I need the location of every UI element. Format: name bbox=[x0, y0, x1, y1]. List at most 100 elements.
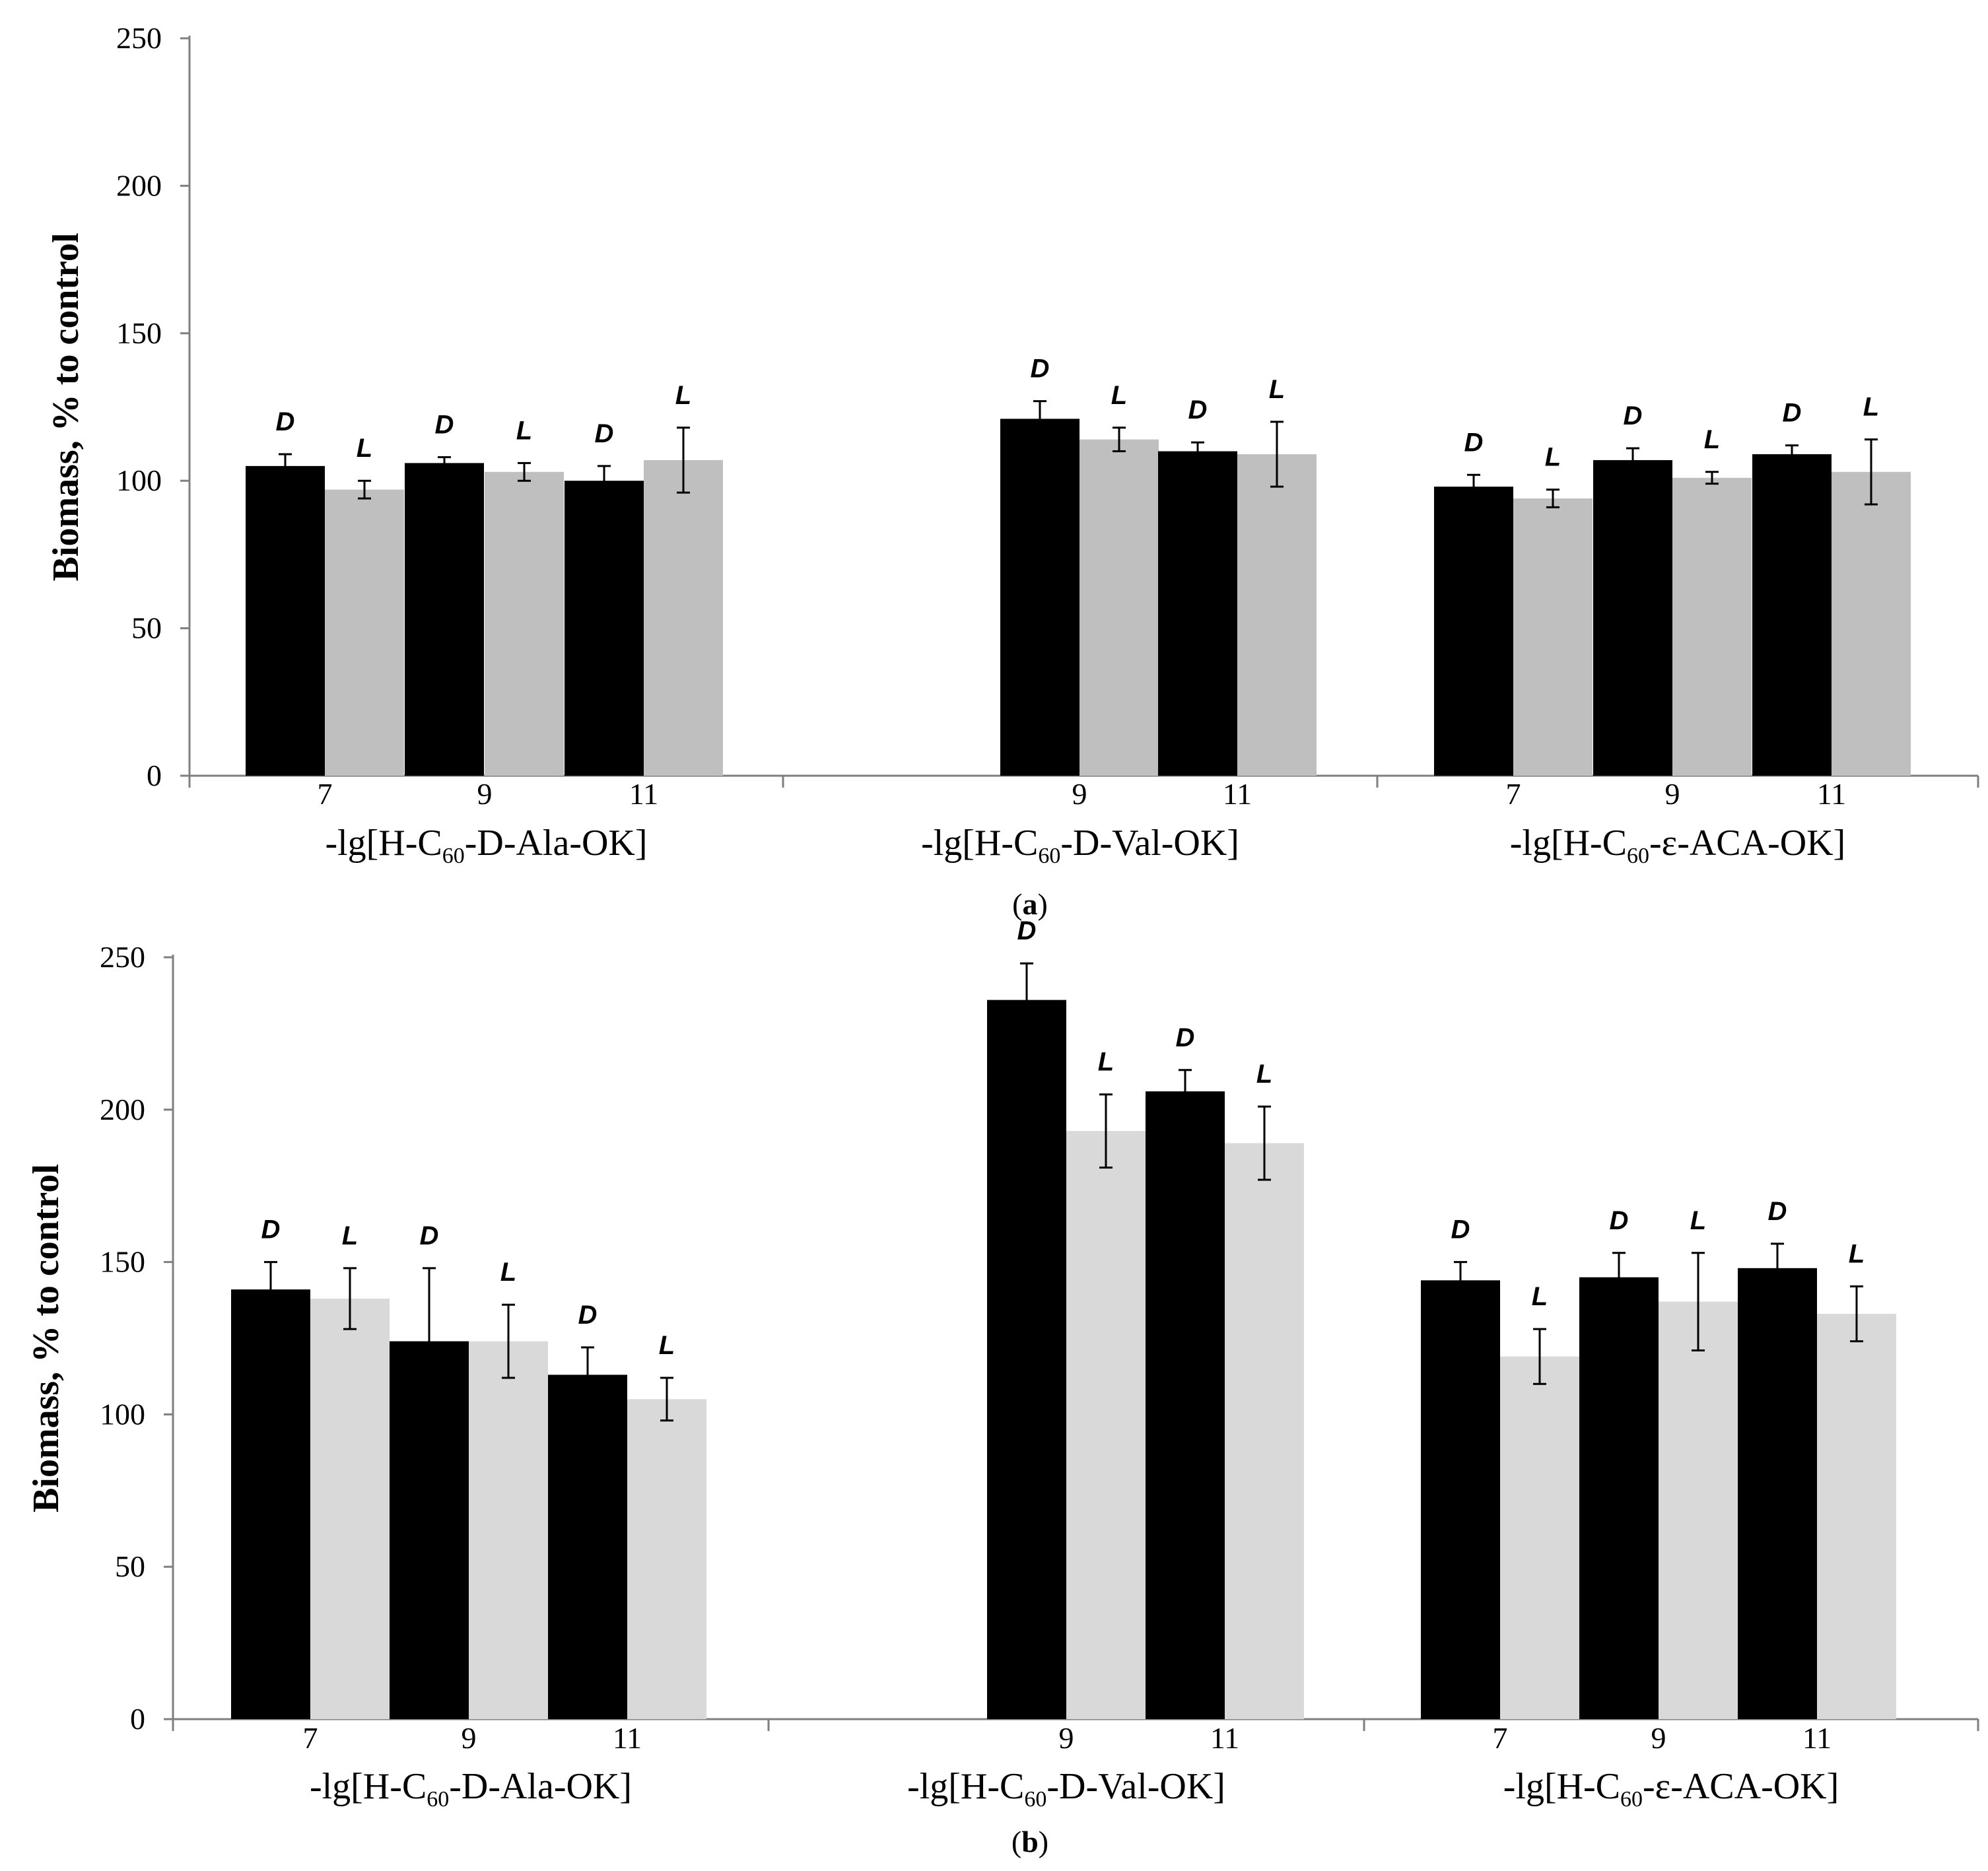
bar-L bbox=[1832, 471, 1911, 776]
bar-D bbox=[987, 1000, 1066, 1719]
y-tick-label: 250 bbox=[100, 940, 145, 974]
group-label-part: -lg[H-C bbox=[921, 823, 1038, 864]
bar-L bbox=[325, 489, 404, 776]
x-tick-label: 9 bbox=[462, 1721, 477, 1755]
x-tick-label: 9 bbox=[1072, 777, 1087, 811]
bar-L bbox=[1672, 477, 1752, 776]
bar-L bbox=[1500, 1356, 1579, 1719]
bar-letter-label: L bbox=[1098, 1048, 1114, 1077]
bar-letter-label: D bbox=[1451, 1215, 1470, 1244]
panel-b: 0 50 100 150 200 250 Biomass, % to control D 7 L D… bbox=[26, 916, 1979, 1858]
bar-D bbox=[1752, 454, 1832, 776]
bar-D bbox=[1158, 451, 1237, 776]
bar-letter-label: L bbox=[659, 1331, 675, 1360]
group-label-part: -D-Ala-OK] bbox=[465, 823, 648, 864]
bar-D bbox=[565, 481, 644, 776]
group-label-subscript: 60 bbox=[1038, 844, 1060, 868]
group-label-part: -lg[H-C bbox=[907, 1766, 1024, 1807]
bar-letter-label: L bbox=[1545, 443, 1561, 472]
x-tick-label: 11 bbox=[613, 1721, 642, 1755]
x-tick-label: 7 bbox=[318, 777, 333, 811]
bar-D bbox=[1421, 1280, 1500, 1719]
bar-L bbox=[1080, 439, 1159, 776]
bar-L bbox=[1225, 1143, 1304, 1719]
group-label: -lg[H-C60-D-Val-OK] bbox=[907, 1766, 1225, 1812]
bar-L bbox=[1066, 1131, 1146, 1719]
y-tick-label: 0 bbox=[147, 759, 162, 792]
group-label-part: -ε-ACA-OK] bbox=[1649, 823, 1845, 864]
y-tick-label: 250 bbox=[116, 21, 162, 55]
group-label-subscript: 60 bbox=[442, 844, 465, 868]
bar-letter-label: D bbox=[1464, 428, 1484, 457]
x-tick-label: 9 bbox=[477, 777, 493, 811]
bar-letter-label: D bbox=[276, 407, 295, 436]
x-tick-label: 11 bbox=[1223, 777, 1252, 811]
group-label: -lg[H-C60-D-Ala-OK] bbox=[310, 1766, 632, 1812]
y-axis-label: Biomass, % to control bbox=[26, 1164, 67, 1513]
group-label: -lg[H-C60-ε-ACA-OK] bbox=[1510, 823, 1846, 868]
bar-L bbox=[1513, 498, 1593, 776]
x-tick-label: 9 bbox=[1665, 777, 1680, 811]
bar-letter-label: L bbox=[1532, 1282, 1548, 1311]
group-label: -lg[H-C60-ε-ACA-OK] bbox=[1503, 1766, 1839, 1812]
bar-letter-label: D bbox=[435, 410, 454, 439]
bar-D bbox=[1000, 419, 1080, 776]
panel-caption: (a) bbox=[1012, 887, 1048, 921]
panel-caption-letter: a bbox=[1023, 887, 1038, 921]
panel-a: 0 50 100 150 200 250 Biomass, % to control D 7 L D… bbox=[46, 21, 1979, 921]
group-label-part: -lg[H-C bbox=[325, 823, 442, 864]
bar-letter-label: D bbox=[1624, 401, 1643, 430]
y-tick-label: 200 bbox=[100, 1093, 145, 1126]
x-tick-label: 7 bbox=[1493, 1721, 1508, 1755]
x-tick-label: 9 bbox=[1651, 1721, 1666, 1755]
x-tick-label: 7 bbox=[303, 1721, 318, 1755]
bar-letter-label: D bbox=[1017, 916, 1037, 945]
bar-letter-label: L bbox=[1111, 381, 1127, 410]
bar-letter-label: L bbox=[675, 381, 691, 410]
bar-D bbox=[1146, 1091, 1225, 1719]
x-tick-label: 11 bbox=[1802, 1721, 1832, 1755]
y-tick-label: 50 bbox=[131, 611, 162, 645]
bar-L bbox=[627, 1399, 706, 1719]
bar-letter-label: L bbox=[1849, 1240, 1865, 1269]
bar-letter-label: D bbox=[1188, 395, 1208, 425]
y-tick-label: 0 bbox=[130, 1702, 145, 1736]
x-tick-label: 11 bbox=[1817, 777, 1846, 811]
group-label-part: -lg[H-C bbox=[310, 1766, 427, 1807]
bar-letter-label: L bbox=[1269, 375, 1285, 404]
panel-caption-paren: ) bbox=[1039, 1825, 1048, 1858]
bar-L bbox=[310, 1298, 390, 1719]
bar-letter-label: D bbox=[1176, 1023, 1195, 1052]
x-tick-label: 9 bbox=[1059, 1721, 1074, 1755]
group-label: -lg[H-C60-D-Ala-OK] bbox=[325, 823, 647, 868]
panel-caption-paren: ) bbox=[1038, 887, 1048, 921]
bar-D bbox=[1593, 459, 1672, 776]
panel-caption-paren: ( bbox=[1011, 1825, 1021, 1858]
bar-letter-label: D bbox=[1610, 1206, 1629, 1235]
group-label: -lg[H-C60-D-Val-OK] bbox=[921, 823, 1239, 868]
y-tick-label: 50 bbox=[115, 1549, 145, 1583]
x-tick-label: 11 bbox=[629, 777, 658, 811]
bar-D bbox=[1434, 487, 1513, 776]
group-label-part: -D-Val-OK] bbox=[1060, 823, 1239, 864]
y-tick-label: 150 bbox=[100, 1245, 145, 1279]
y-tick-label: 200 bbox=[116, 168, 162, 202]
bar-letter-label: L bbox=[1690, 1206, 1706, 1235]
bar-letter-label: L bbox=[516, 416, 532, 445]
x-tick-label: 7 bbox=[1506, 777, 1521, 811]
y-tick-label: 150 bbox=[116, 316, 162, 350]
bar-D bbox=[1738, 1268, 1817, 1719]
bar-D bbox=[405, 463, 484, 776]
bar-L bbox=[644, 459, 723, 776]
x-tick-label: 11 bbox=[1210, 1721, 1239, 1755]
bar-letter-label: L bbox=[357, 434, 372, 463]
bar-L bbox=[1237, 454, 1317, 776]
bar-L bbox=[485, 471, 564, 776]
group-label-subscript: 60 bbox=[427, 1787, 449, 1812]
group-label-part: -lg[H-C bbox=[1503, 1766, 1620, 1807]
bar-L bbox=[1817, 1314, 1896, 1719]
y-tick-label: 100 bbox=[116, 463, 162, 497]
bar-letter-label: D bbox=[1031, 355, 1050, 384]
bar-letter-label: L bbox=[1863, 393, 1879, 422]
